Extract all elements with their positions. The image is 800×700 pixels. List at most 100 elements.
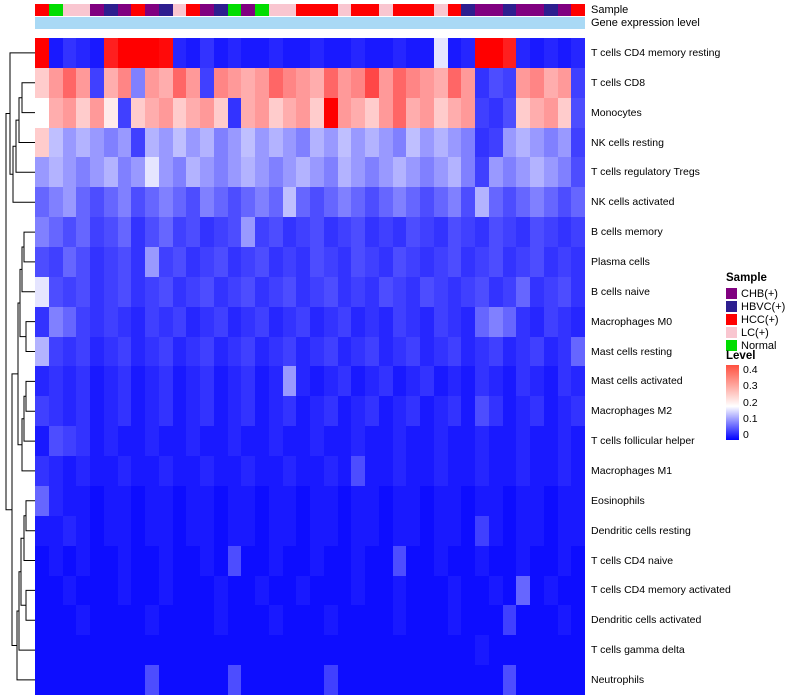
heatmap-cell (378, 276, 393, 307)
heatmap-cell (35, 426, 49, 457)
heatmap-cell (502, 276, 517, 307)
heatmap-cell (241, 396, 255, 427)
heatmap-cell (475, 306, 489, 337)
heatmap-cell (62, 247, 77, 277)
heatmap-cell (145, 485, 159, 516)
heatmap-cell (186, 366, 200, 397)
heatmap-cell (447, 366, 462, 397)
heatmap-cell (90, 67, 104, 98)
heatmap-cell (323, 485, 338, 516)
heatmap-cell (488, 247, 503, 277)
heatmap-cell (571, 396, 585, 427)
heatmap-cell (475, 485, 489, 516)
heatmap-cell (213, 97, 228, 128)
heatmap-cell (365, 336, 379, 367)
heatmap-cell (571, 127, 585, 158)
heatmap-cell (172, 366, 187, 397)
heatmap-cell (571, 67, 585, 98)
heatmap-cell (76, 67, 90, 98)
heatmap-cell (406, 217, 420, 248)
heatmap-cell (76, 157, 90, 188)
sample-annotation-cell (571, 4, 585, 16)
heatmap-cell (516, 605, 530, 636)
sample-annotation-cell (502, 4, 517, 16)
heatmap-cell (530, 276, 544, 307)
heatmap-cell (76, 336, 90, 367)
heatmap-cell (145, 605, 159, 636)
heatmap-cell (158, 276, 173, 307)
heatmap-cell (117, 605, 132, 636)
heatmap-cell (255, 456, 269, 486)
heatmap-cell (158, 665, 173, 695)
heatmap-cell (516, 396, 530, 427)
level-tick-label: 0.4 (743, 364, 758, 376)
sample-annotation-cell (323, 4, 338, 16)
heatmap-cell (48, 635, 63, 666)
heatmap-cell (90, 396, 104, 427)
heatmap-cell (392, 247, 407, 277)
heatmap-cell (241, 127, 255, 158)
heatmap-cell (337, 456, 352, 486)
heatmap-cell (557, 635, 572, 666)
heatmap-cell (365, 665, 379, 695)
heatmap-cell (557, 605, 572, 636)
heatmap-cell (351, 456, 365, 486)
heatmap-cell (186, 515, 200, 546)
heatmap-cell (227, 665, 242, 695)
heatmap-cell (48, 67, 63, 98)
heatmap-cell (378, 665, 393, 695)
sample-annotation-label: Sample (591, 4, 629, 16)
heatmap-cell (543, 38, 558, 68)
heatmap-cell (323, 187, 338, 218)
heatmap-cell (543, 456, 558, 486)
heatmap-cell (241, 665, 255, 695)
heatmap-cell (502, 545, 517, 576)
heatmap-cell (213, 366, 228, 397)
heatmap-cell (420, 127, 434, 158)
heatmap-cell (365, 575, 379, 606)
heatmap-cell (337, 217, 352, 248)
heatmap-cell (282, 247, 297, 277)
heatmap-cell (62, 97, 77, 128)
heatmap-cell (268, 396, 283, 427)
heatmap-cell (337, 67, 352, 98)
heatmap-cell (62, 276, 77, 307)
heatmap-cell (131, 97, 145, 128)
heatmap-cell (378, 38, 393, 68)
heatmap-cell (323, 515, 338, 546)
heatmap-cell (461, 97, 475, 128)
row-label: Mast cells resting (591, 345, 673, 358)
heatmap-cell (433, 665, 448, 695)
heatmap-cell (378, 396, 393, 427)
heatmap-cell (488, 485, 503, 516)
heatmap-cell (365, 545, 379, 576)
heatmap-cell (268, 157, 283, 188)
heatmap-cell (502, 97, 517, 128)
heatmap-cell (323, 67, 338, 98)
heatmap-cell (530, 515, 544, 546)
heatmap-cell (282, 665, 297, 695)
heatmap-cell (131, 396, 145, 427)
heatmap-cell (35, 276, 49, 307)
heatmap-cell (241, 485, 255, 516)
heatmap-cell (502, 575, 517, 606)
heatmap-cell (35, 97, 49, 128)
heatmap-cell (516, 575, 530, 606)
heatmap-cell (447, 485, 462, 516)
sample-annotation-cell (268, 4, 283, 16)
heatmap-cell (268, 67, 283, 98)
heatmap-cell (420, 67, 434, 98)
heatmap-cell (392, 426, 407, 457)
heatmap-cell (35, 127, 49, 158)
heatmap-cell (337, 665, 352, 695)
heatmap-cell (475, 38, 489, 68)
heatmap-cell (447, 247, 462, 277)
sample-annotation-cell (255, 4, 269, 16)
heatmap-cell (296, 276, 310, 307)
heatmap-cell (227, 67, 242, 98)
heatmap-cell (488, 187, 503, 218)
heatmap-cell (351, 485, 365, 516)
gene-expression-annotation-label: Gene expression level (591, 17, 700, 29)
sample-annotation-cell (378, 4, 393, 16)
heatmap-cell (516, 485, 530, 516)
